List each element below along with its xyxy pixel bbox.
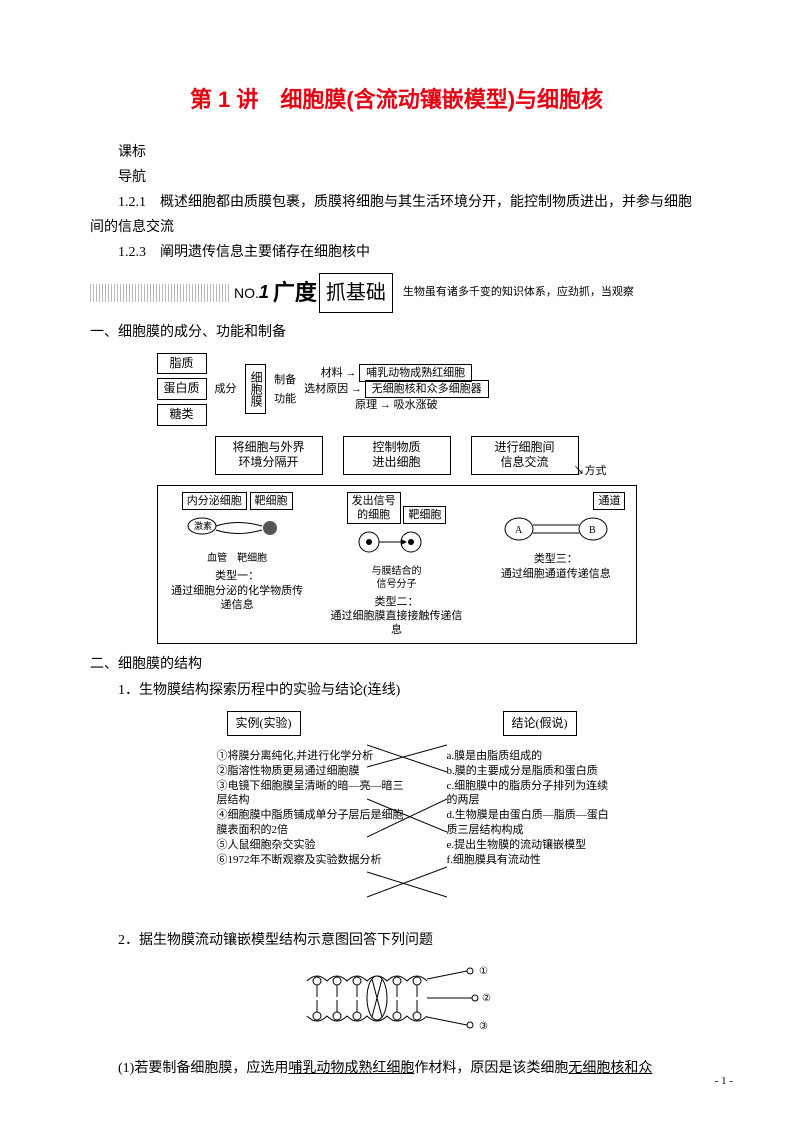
d2-right-a: a.膜是由脂质组成的 — [447, 749, 617, 764]
d2-right-f: f.细胞膜具有流动性 — [447, 853, 617, 868]
membrane-sketch-icon: ① ② ③ — [287, 961, 507, 1039]
svg-text:①: ① — [479, 966, 488, 977]
d2-head-left: 实例(实验) — [227, 711, 301, 737]
d1-material-box: 哺乳动物成熟红细胞 — [359, 364, 472, 382]
banner-no-num: 1 — [259, 282, 269, 302]
q2-line-1: (1)若要制备细胞膜，应选用哺乳动物成熟红细胞作材料，原因是该类细胞无细胞核和众 — [90, 1056, 703, 1081]
d1-lipid: 脂质 — [157, 353, 207, 375]
d1-func-3: 进行细胞间 信息交流 — [471, 436, 579, 475]
section-banner: NO.1 广度 抓基础 生物虽有诸多千变的知识体系，应劲抓，当观察 — [90, 276, 703, 310]
d1-lower-panel: 内分泌细胞 靶细胞 激素 血管 靶细胞 类型一： 通过细胞分泌的化学物质传递信息 — [157, 485, 637, 645]
d1-func-1: 将细胞与外界 环境分隔开 — [215, 436, 323, 475]
d1-type2-h: 发出信号 的细胞 — [347, 492, 401, 525]
d1-type1-t: 靶细胞 — [250, 492, 293, 510]
banner-no-label: NO. — [234, 285, 259, 301]
d1-type3-cap: 类型三： 通过细胞通道传递信息 — [486, 552, 625, 581]
section-2-q1: 1．生物膜结构探索历程中的实验与结论(连线) — [90, 678, 703, 703]
d1-material-label: 材料 — [321, 367, 343, 379]
d1-type3-t: 通道 — [593, 492, 625, 510]
d1-type2-mid: 与膜结合的 信号分子 — [327, 565, 466, 591]
d1-type1-h: 内分泌细胞 — [182, 492, 247, 510]
d2-right-c: c.细胞膜中的脂质分子排列为连续的两层 — [447, 779, 617, 809]
d1-func-2: 控制物质 进出细胞 — [343, 436, 451, 475]
page-title: 第 1 讲 细胞膜(含流动镶嵌模型)与细胞核 — [90, 80, 703, 120]
banner-sub: 生物虽有诸多千变的知识体系，应劲抓，当观察 — [403, 283, 634, 303]
q2-1-text-b: 作材料，原因是该类细胞 — [414, 1061, 568, 1076]
q2-1-underline-2: 无细胞核和众 — [568, 1061, 652, 1076]
d1-type2-cap: 类型二： 通过细胞膜直接接触传递信息 — [327, 595, 466, 638]
q2-1-text-a: (1)若要制备细胞膜，应选用 — [118, 1061, 288, 1076]
arrow-icon: → — [345, 367, 356, 379]
d2-head-right: 结论(假说) — [503, 711, 577, 737]
d1-sugar: 糖类 — [157, 404, 207, 426]
arrow-icon: → — [351, 383, 362, 395]
label-daohang: 导航 — [90, 165, 703, 190]
d2-connection-lines — [367, 737, 447, 917]
banner-big: 广度 — [273, 273, 317, 313]
svg-text:③: ③ — [479, 1021, 488, 1032]
diagram-2: 实例(实验) 结论(假说) ①将膜分离纯化,并进行化学分析 ②脂溶性物质更易通过… — [90, 711, 703, 920]
banner-stripes — [90, 284, 230, 302]
d1-prep-label: 制备 — [274, 374, 296, 386]
svg-text:B: B — [589, 525, 596, 536]
section-1-heading: 一、细胞膜的成分、功能和制备 — [90, 320, 703, 345]
svg-text:A: A — [515, 525, 523, 536]
section-2-q2: 2．据生物膜流动镶嵌模型结构示意图回答下列问题 — [90, 928, 703, 953]
label-kebiao: 课标 — [90, 140, 703, 165]
standard-1: 1.2.1 概述细胞都由质膜包裹，质膜将细胞与其生活环境分开，能控制物质进出，并… — [90, 190, 703, 240]
d1-principle-label: 原理 — [355, 399, 377, 411]
d1-type1-low: 血管 靶细胞 — [168, 552, 307, 565]
d1-func-label: 功能 — [274, 393, 296, 405]
banner-box: 抓基础 — [319, 273, 393, 313]
hormone-sketch-icon: 激素 — [182, 514, 292, 544]
diagram-3: ① ② ③ — [90, 961, 703, 1048]
page-number: - 1 - — [715, 1072, 733, 1092]
d2-right-d: d.生物膜是由蛋白质—脂质—蛋白质三层结构构成 — [447, 808, 617, 838]
diagram-1: 脂质 蛋白质 糖类 成分 细胞膜 制备 功能 材料 → 哺乳动物成熟红细胞 选材… — [90, 353, 703, 645]
standard-2: 1.2.3 阐明遗传信息主要储存在细胞核中 — [90, 240, 703, 265]
d1-protein: 蛋白质 — [157, 378, 207, 400]
svg-text:激素: 激素 — [194, 520, 212, 531]
d1-center: 细胞膜 — [245, 364, 267, 414]
arrow-icon: → — [380, 399, 391, 411]
d1-type2-t: 靶细胞 — [403, 506, 446, 524]
svg-text:②: ② — [482, 993, 491, 1004]
d2-right-e: e.提出生物膜的流动镶嵌模型 — [447, 838, 617, 853]
d1-chengfen: 成分 — [215, 382, 237, 396]
q2-1-underline-1: 哺乳动物成熟红细胞 — [288, 1061, 414, 1076]
d1-fangshi: ↘方式 — [574, 464, 607, 478]
d2-right-b: b.膜的主要成分是脂质和蛋白质 — [447, 764, 617, 779]
d1-reason-label: 选材原因 — [304, 383, 348, 395]
channel-sketch-icon: A B — [501, 514, 611, 544]
d1-principle-box: 吸水涨破 — [394, 399, 438, 411]
d1-type1-cap: 类型一： 通过细胞分泌的化学物质传递信息 — [168, 569, 307, 612]
banner-no: NO.1 — [234, 276, 269, 308]
d1-reason-box: 无细胞核和众多细胞器 — [365, 380, 489, 398]
contact-sketch-icon — [351, 528, 441, 556]
section-2-heading: 二、细胞膜的结构 — [90, 652, 703, 677]
